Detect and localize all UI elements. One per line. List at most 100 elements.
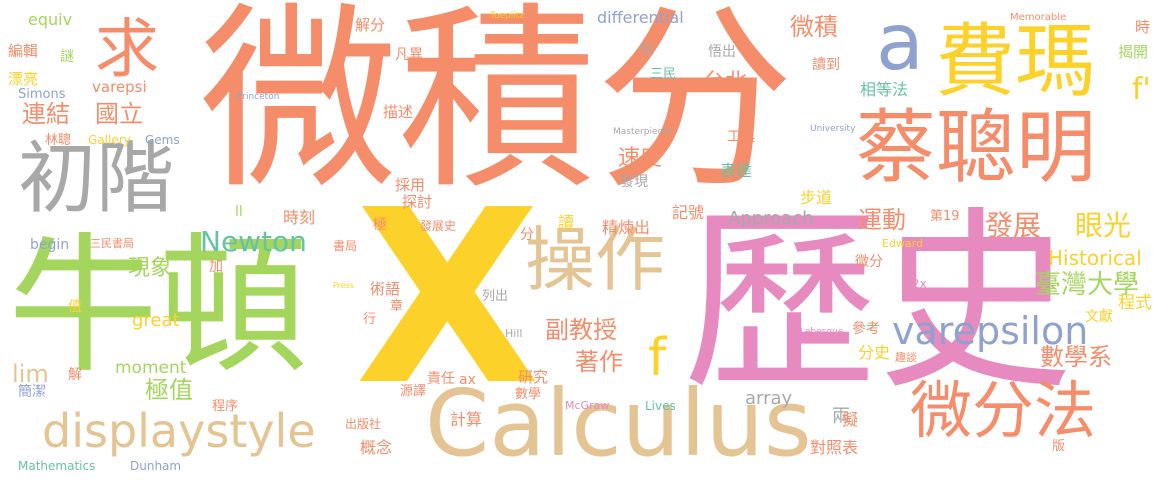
- word-jingliancu: 精煉出: [602, 218, 651, 237]
- word-xing: 行: [363, 312, 377, 327]
- word-sanmin-shuju: 三民書局: [90, 237, 134, 250]
- word-zhuzuo: 著作: [575, 348, 623, 376]
- word-fen: 分: [520, 227, 534, 243]
- word-dunham: Dunham: [130, 459, 182, 473]
- word-weijifen: 微積分: [200, 0, 794, 216]
- word-begin: begin: [30, 237, 70, 253]
- word-cankao: 參考: [852, 321, 880, 337]
- word-weiji: 微積: [790, 13, 838, 41]
- word-weifen: 微分: [855, 254, 883, 270]
- word-edward: Edward: [882, 237, 923, 250]
- word-weifenfa: 微分法: [910, 374, 1097, 447]
- word-yanjiu: 研究: [518, 368, 549, 386]
- word-ji: 極: [373, 217, 387, 233]
- word-fenshi: 分史: [858, 343, 891, 362]
- word-shuxuexi: 數學系: [1040, 343, 1112, 371]
- word-s: s: [370, 41, 378, 57]
- word-taiwan-daxue: 臺灣大學: [1035, 270, 1140, 300]
- word-varepsilon: varepsilon: [892, 309, 1089, 353]
- word-jizhi: 極值: [145, 376, 193, 404]
- word-lives: Lives: [645, 399, 676, 413]
- word-tantan: 趣談: [895, 351, 917, 364]
- word-jia: 加: [209, 259, 223, 275]
- word-great: great: [132, 310, 180, 331]
- word-fazhanshi: 發展史: [420, 219, 457, 233]
- word-si: 似: [640, 42, 654, 58]
- word-fanyi: 凡異: [395, 47, 423, 63]
- word-taibei: 台北: [703, 70, 748, 95]
- word-jisuan: 計算: [450, 410, 483, 429]
- word-memorable: Memorable: [1010, 12, 1067, 23]
- word-ni: 擬: [842, 410, 859, 429]
- word-gongju: 工具: [727, 129, 755, 145]
- word-yanguang: 眼光: [1075, 209, 1132, 242]
- word-di19: 第19: [930, 209, 960, 224]
- word-lim: lim: [12, 360, 49, 388]
- word-biaoda: 表達: [720, 161, 753, 180]
- word-array: array: [745, 388, 793, 409]
- word-feima: 費瑪: [935, 15, 1095, 108]
- word-displaystyle: displaystyle: [42, 404, 316, 458]
- word-niudun: 牛頓: [8, 220, 309, 394]
- word-yuanyi: 源譯: [400, 384, 427, 399]
- word-gallery: Gallery: [88, 133, 131, 147]
- word-hill: Hill: [505, 327, 523, 340]
- word-jiekai: 揭開: [1118, 43, 1149, 61]
- word-zhang: 章: [390, 299, 404, 314]
- word-newton: Newton: [200, 225, 307, 258]
- word-tantao: 探討: [402, 193, 433, 211]
- word-piaoliang: 漂亮: [8, 70, 39, 88]
- word-moment: moment: [115, 358, 187, 378]
- word-approach: Approach: [728, 208, 814, 229]
- word-toeplitz: Toeplitz: [490, 11, 524, 21]
- word-qiu: 求: [95, 13, 159, 87]
- word-liechu: 列出: [482, 289, 509, 304]
- word-masterpieces: Masterpieces: [613, 127, 673, 137]
- word-xiangdengfa: 相等法: [860, 80, 909, 99]
- word-zhi: 值: [68, 299, 82, 315]
- word-ax: ax: [459, 372, 476, 388]
- word-calculus: Calculus: [425, 370, 812, 477]
- word-shuju: 書局: [333, 239, 358, 253]
- word-simons: Simons: [18, 87, 66, 102]
- word-sanmin: 三民: [650, 67, 677, 82]
- word-historical: Historical: [1048, 246, 1142, 270]
- word-caozuo: 操作: [525, 219, 665, 301]
- word-shi: 時: [1135, 18, 1151, 36]
- word-du: 讀: [558, 213, 575, 232]
- word-duizhaobiao: 對照表: [810, 438, 859, 457]
- word-gems: Gems: [145, 133, 180, 147]
- word-a: a: [876, 0, 924, 88]
- word-xianxiang: 現象: [128, 256, 173, 281]
- word-jianjie: 簡潔: [18, 384, 46, 400]
- word-bianji: 編輯: [8, 42, 39, 60]
- word-mathematics: Mathematics: [18, 459, 96, 473]
- word-fazhan: 發展: [985, 209, 1042, 242]
- word-caiyong: 採用: [395, 176, 426, 194]
- word-2x: 2x: [912, 277, 927, 291]
- word-shike: 時刻: [283, 208, 316, 227]
- word-gainian: 概念: [360, 438, 393, 457]
- word-liang: 兩: [832, 406, 850, 427]
- word-press: Press: [333, 281, 355, 290]
- word-jiefen: 解分: [355, 16, 386, 34]
- word-varepsi: varepsi: [92, 78, 147, 96]
- word-sudu: 速度: [618, 146, 663, 171]
- word-chengshi: 程式: [1118, 293, 1152, 313]
- word-zeren: 責任: [427, 371, 455, 387]
- word-fprime: f': [1132, 72, 1151, 107]
- word-dudao: 讀到: [812, 57, 840, 73]
- word-x: X: [355, 158, 541, 438]
- word-ban: 版: [1052, 439, 1066, 454]
- word-princeton: Princeton: [237, 92, 280, 102]
- word-jihao: 記號: [672, 203, 705, 222]
- word-shuyu: 術語: [370, 280, 401, 298]
- word-university: University: [810, 124, 856, 134]
- word-guoli: 國立: [95, 100, 143, 128]
- word-lishi: 歷史: [683, 189, 1073, 416]
- word-wuchu: 悟出: [708, 44, 736, 60]
- word-budao: 步道: [800, 188, 833, 207]
- word-mcgraw: McGraw: [565, 399, 610, 412]
- word-miaoshu: 描述: [383, 103, 414, 121]
